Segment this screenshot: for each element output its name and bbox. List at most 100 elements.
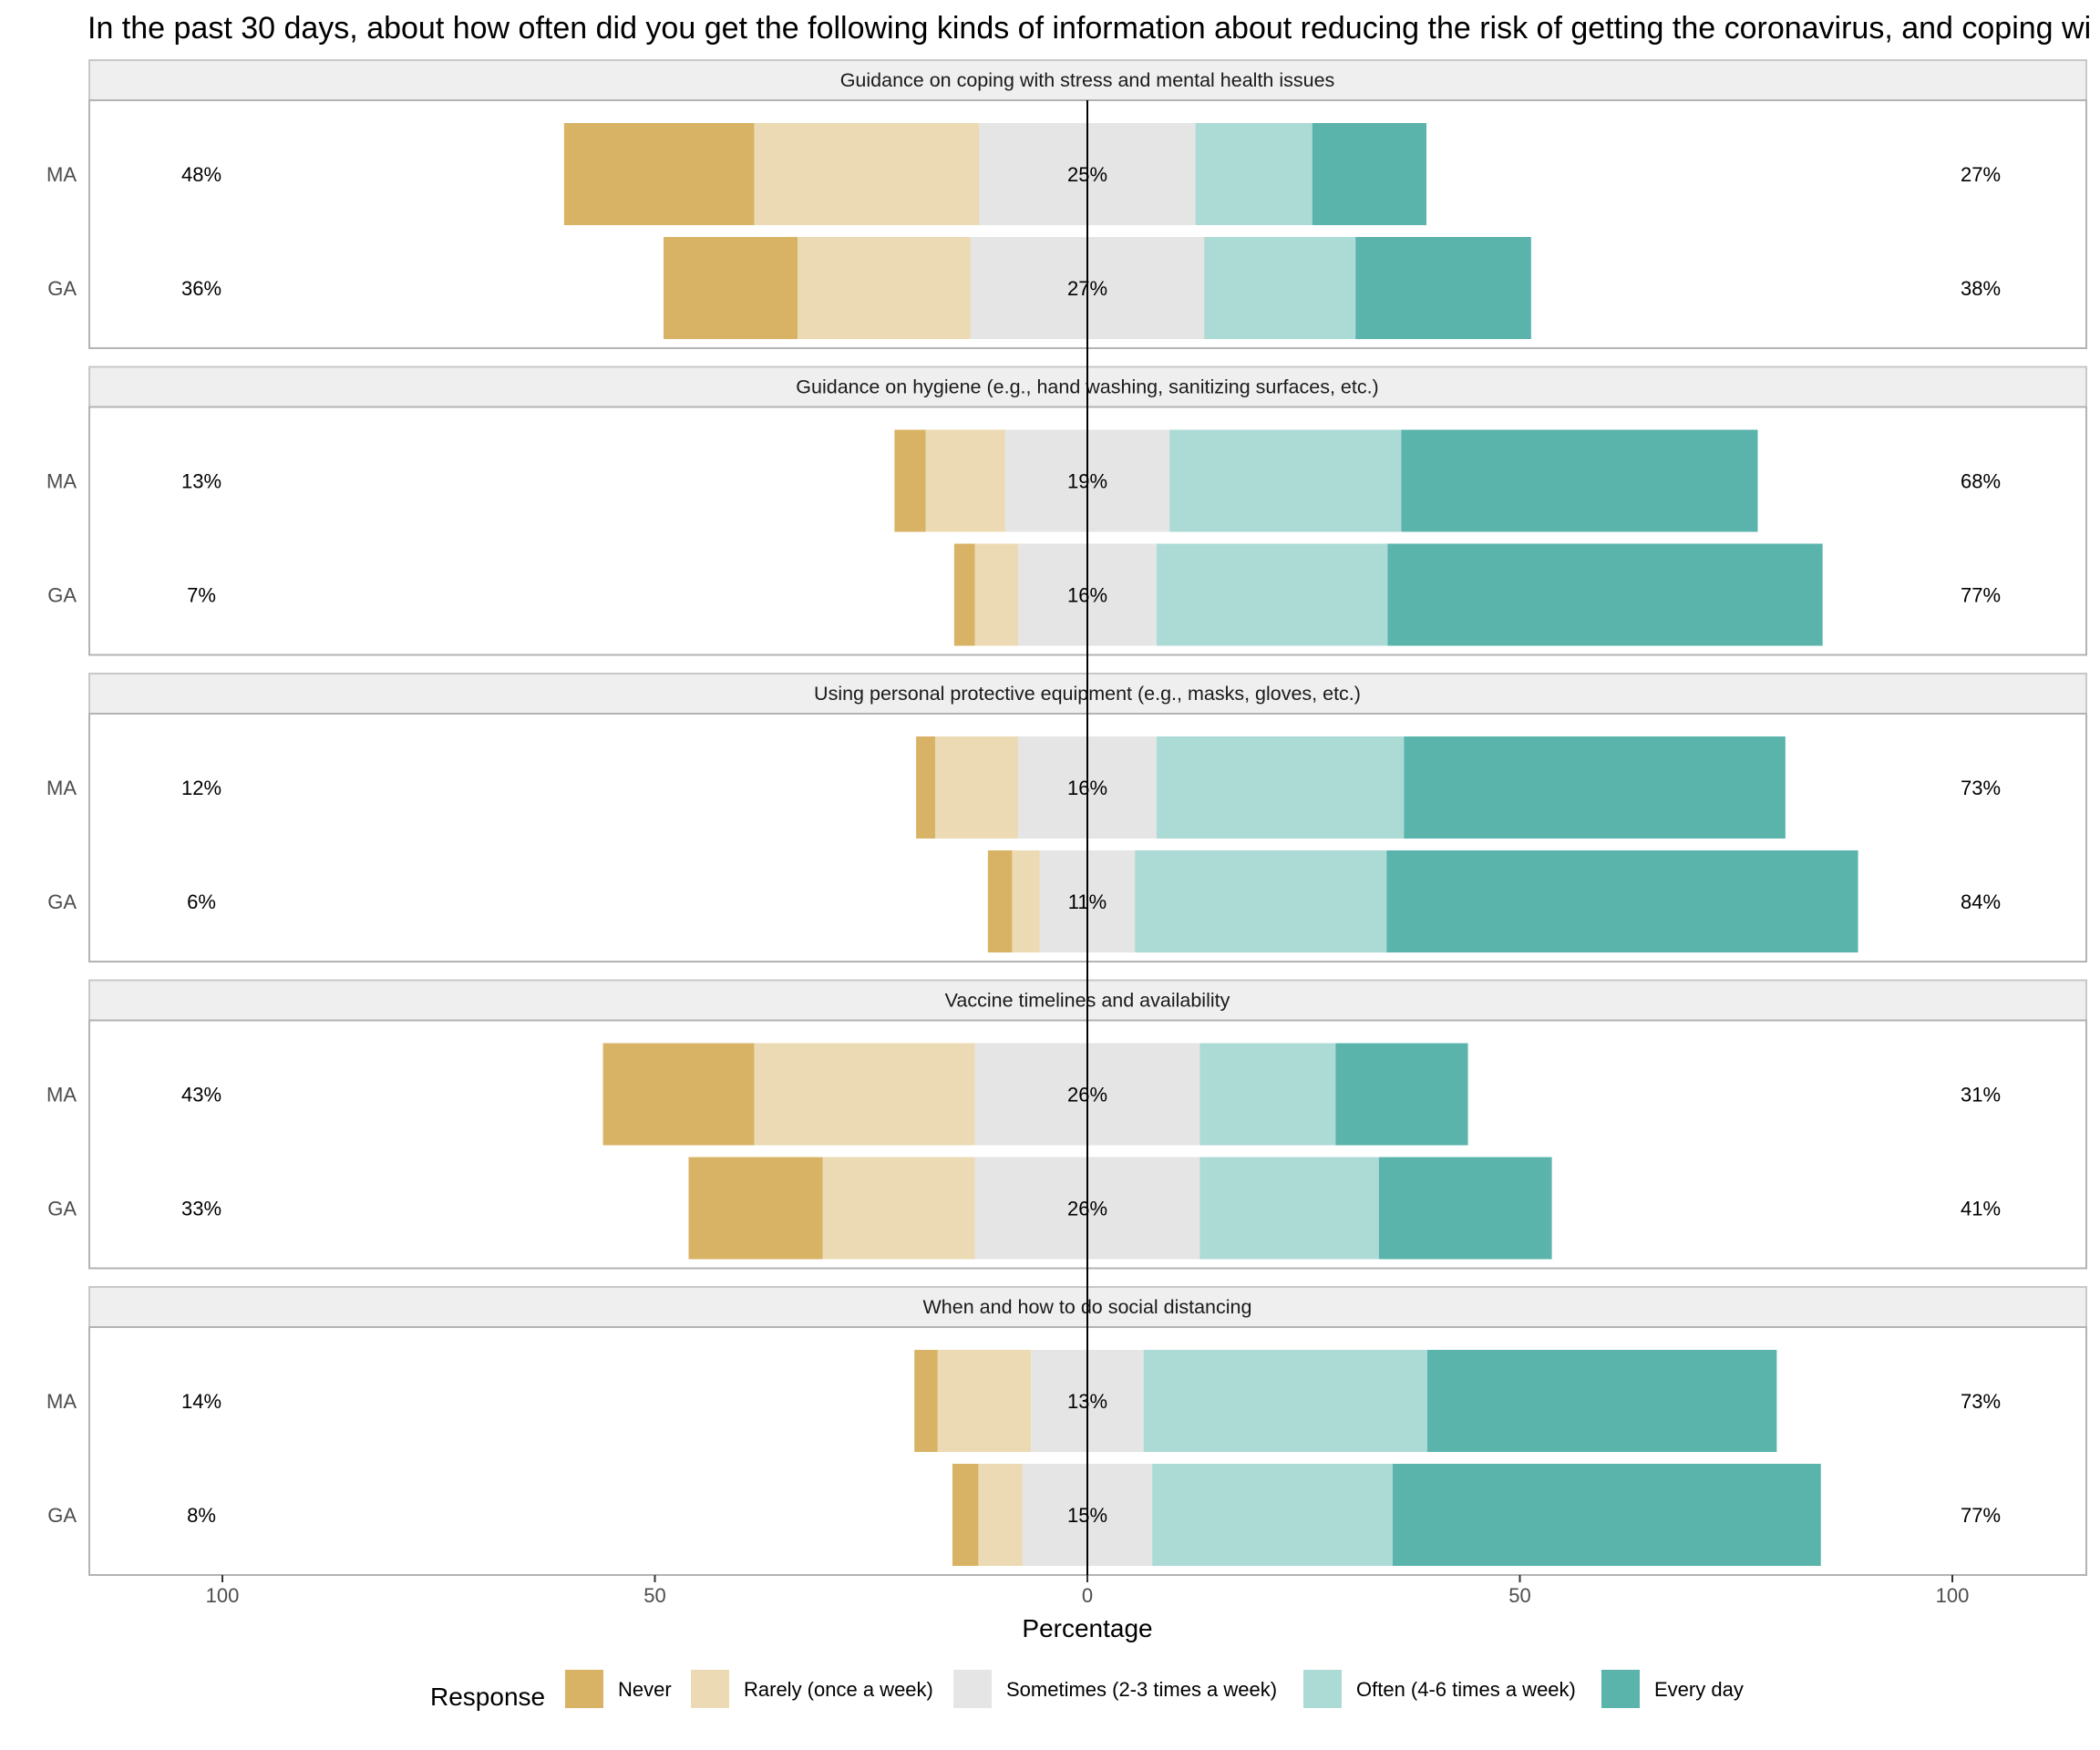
left-percent-label: 43%: [181, 1084, 221, 1107]
legend-label: Every day: [1654, 1678, 1744, 1701]
bar-segment-rarely: [974, 543, 1019, 646]
right-percent-label: 27%: [1961, 163, 2001, 186]
legend: Response Never Rarely (once a week) Sometim…: [430, 1670, 1744, 1711]
legend-item: Rarely (once a week): [691, 1670, 933, 1708]
left-percent-label: 13%: [181, 470, 221, 493]
legend-key: [691, 1670, 729, 1708]
facet-strip: [88, 59, 2087, 101]
bar-row-GA: GA 6% 11% 84%: [47, 850, 2001, 952]
x-tick-label: 100: [206, 1584, 240, 1607]
bar-segment-every: [1404, 736, 1786, 839]
facet-3: Using personal protective equipment (e.g…: [46, 673, 2087, 962]
group-label: GA: [47, 890, 77, 913]
legend-key: [1303, 1670, 1342, 1708]
legend-key: [953, 1670, 992, 1708]
right-percent-label: 31%: [1961, 1084, 2001, 1107]
bar-segment-often: [1152, 1464, 1393, 1566]
bar-row-MA: MA 43% 26% 31%: [46, 1043, 2001, 1146]
legend-label: Sometimes (2-3 times a week): [1006, 1678, 1277, 1701]
bar-segment-rarely: [937, 1350, 1032, 1452]
bar-segment-every: [1355, 237, 1531, 339]
group-label: MA: [46, 777, 77, 799]
left-percent-label: 6%: [187, 890, 216, 913]
bar-segment-rarely: [822, 1157, 975, 1260]
legend-title: Response: [430, 1683, 545, 1711]
bar-row-GA: GA 36% 27% 38%: [47, 237, 2001, 339]
left-percent-label: 14%: [181, 1390, 221, 1413]
legend-label: Never: [618, 1678, 672, 1701]
bar-segment-every: [1386, 850, 1858, 952]
legend-item: Sometimes (2-3 times a week): [953, 1670, 1277, 1708]
bar-segment-rarely: [934, 736, 1019, 839]
right-percent-label: 84%: [1961, 890, 2001, 913]
bar-segment-often: [1204, 237, 1356, 339]
legend-item: Never: [565, 1670, 672, 1708]
bar-segment-never: [916, 736, 935, 839]
group-label: GA: [47, 1198, 77, 1220]
bar-segment-never: [688, 1157, 823, 1260]
x-tick-label: 50: [1508, 1584, 1530, 1607]
bar-segment-every: [1392, 1464, 1821, 1566]
bar-segment-every: [1312, 123, 1427, 225]
left-percent-label: 8%: [187, 1504, 216, 1527]
bar-segment-never: [602, 1043, 755, 1146]
bar-segment-never: [914, 1350, 938, 1452]
x-tick-label: 0: [1082, 1584, 1093, 1607]
bar-segment-often: [1156, 543, 1388, 646]
x-axis: 100 50 0 50 100: [206, 1575, 1970, 1607]
group-label: MA: [46, 163, 77, 186]
bar-row-MA: MA 14% 13% 73%: [46, 1350, 2001, 1452]
group-label: MA: [46, 1084, 77, 1107]
right-percent-label: 77%: [1961, 584, 2001, 607]
bar-row-MA: MA 12% 16% 73%: [46, 736, 2001, 839]
bar-segment-often: [1156, 736, 1405, 839]
right-percent-label: 41%: [1961, 1198, 2001, 1220]
bar-row-MA: MA 48% 25% 27%: [46, 123, 2001, 225]
bar-segment-often: [1135, 850, 1387, 952]
bar-segment-never: [953, 543, 975, 646]
legend-label: Often (4-6 times a week): [1356, 1678, 1576, 1701]
bar-segment-never: [563, 123, 755, 225]
legend-label: Rarely (once a week): [744, 1678, 933, 1701]
bar-segment-often: [1199, 1157, 1379, 1260]
bar-row-GA: GA 33% 26% 41%: [47, 1157, 2001, 1260]
left-percent-label: 48%: [181, 163, 221, 186]
group-label: MA: [46, 470, 77, 493]
right-percent-label: 73%: [1961, 777, 2001, 799]
bar-segment-often: [1143, 1350, 1427, 1452]
chart-title: In the past 30 days, about how often did…: [88, 11, 2091, 46]
left-percent-label: 33%: [181, 1198, 221, 1220]
group-label: GA: [47, 1504, 77, 1527]
group-label: MA: [46, 1390, 77, 1413]
bar-segment-rarely: [978, 1464, 1023, 1566]
bar-segment-rarely: [754, 1043, 975, 1146]
x-axis-title: Percentage: [1022, 1614, 1152, 1642]
x-tick-label: 100: [1936, 1584, 1970, 1607]
bar-row-MA: MA 13% 19% 68%: [46, 429, 2001, 532]
left-percent-label: 36%: [181, 277, 221, 300]
bar-segment-never: [952, 1464, 979, 1566]
right-percent-label: 73%: [1961, 1390, 2001, 1413]
bar-segment-rarely: [798, 237, 971, 339]
bar-segment-never: [987, 850, 1013, 952]
bar-segment-every: [1401, 429, 1758, 532]
left-percent-label: 12%: [181, 777, 221, 799]
bar-segment-rarely: [925, 429, 1005, 532]
bar-row-GA: GA 8% 15% 77%: [47, 1464, 2001, 1566]
facet-panels: Guidance on coping with stress and menta…: [46, 59, 2087, 1576]
legend-key: [565, 1670, 603, 1708]
facet-title: Guidance on coping with stress and menta…: [840, 69, 1335, 91]
bar-segment-never: [663, 237, 798, 339]
legend-item: Often (4-6 times a week): [1303, 1670, 1576, 1708]
bar-segment-every: [1426, 1350, 1777, 1452]
bar-segment-often: [1199, 1043, 1336, 1146]
bar-row-GA: GA 7% 16% 77%: [47, 543, 2001, 646]
right-percent-label: 68%: [1961, 470, 2001, 493]
right-percent-label: 38%: [1961, 277, 2001, 300]
right-percent-label: 77%: [1961, 1504, 2001, 1527]
facet-2: Guidance on hygiene (e.g., hand washing,…: [46, 365, 2087, 656]
bar-segment-often: [1195, 123, 1312, 225]
